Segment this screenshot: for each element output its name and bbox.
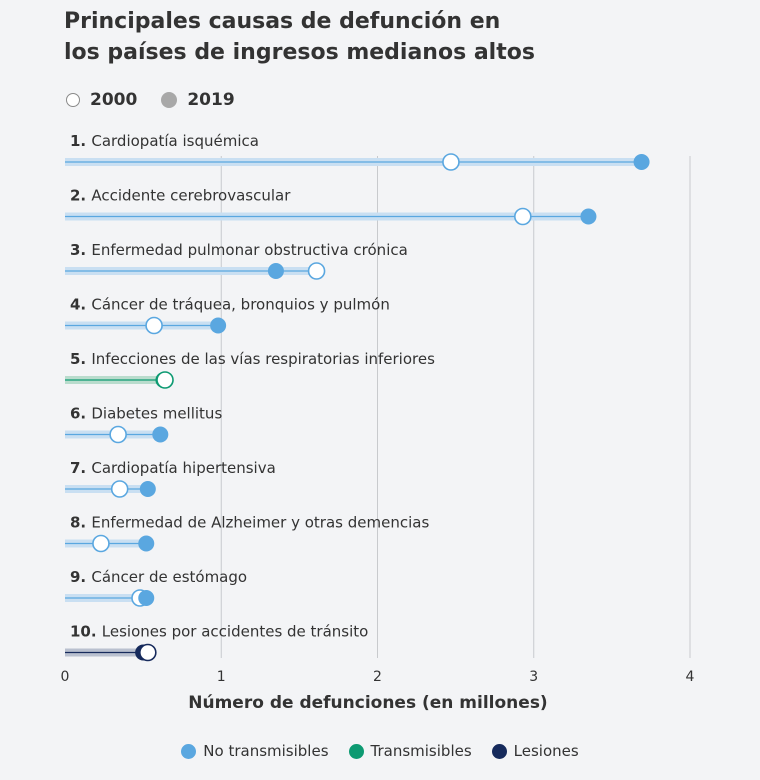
category-swatch-icon	[491, 743, 507, 759]
chart-title-line-2: los países de ingresos medianos altos	[64, 40, 535, 65]
point-2019	[267, 263, 284, 279]
legend-label-transmisibles: Transmisibles	[370, 742, 472, 760]
legend-item-transmisibles: Transmisibles	[348, 742, 472, 760]
x-tick-label: 2	[373, 669, 382, 685]
legend-item-2019: 2019	[161, 90, 235, 110]
row-label: 8. Enfermedad de Alzheimer y otras demen…	[70, 514, 429, 532]
legend-label-lesiones: Lesiones	[513, 742, 579, 760]
filled-circle-icon	[161, 92, 178, 108]
legend-item-lesiones: Lesiones	[491, 742, 579, 760]
point-2000	[156, 371, 174, 389]
legend-label-no-transmisibles: No transmisibles	[203, 742, 329, 760]
point-2000	[110, 480, 129, 498]
point-2019	[580, 208, 597, 225]
point-2019	[138, 590, 155, 606]
row-label: 9. Cáncer de estómago	[70, 568, 247, 586]
row-label: 4. Cáncer de tráquea, bronquios y pulmón	[70, 296, 390, 314]
chart-title-line-1: Principales causas de defunción en	[64, 9, 501, 34]
point-2000	[109, 425, 127, 444]
open-circle-icon	[66, 93, 80, 107]
point-2000	[139, 643, 157, 662]
point-2019	[139, 481, 156, 497]
point-2000	[92, 534, 110, 553]
point-2019	[210, 317, 227, 334]
point-2000	[442, 153, 460, 171]
x-tick-label: 1	[217, 669, 226, 685]
point-2019	[633, 154, 650, 170]
point-2000	[145, 316, 163, 335]
x-tick-label: 4	[686, 669, 695, 685]
chart-title: Principales causas de defunción en los p…	[64, 6, 584, 68]
row-label: 7. Cardiopatía hipertensiva	[70, 459, 276, 477]
row-label: 6. Diabetes mellitus	[70, 405, 222, 423]
x-axis-label: Número de defunciones (en millones)	[188, 693, 547, 713]
legend-item-2000: 2000	[66, 90, 137, 110]
point-2000	[514, 207, 532, 226]
row-label: 10. Lesiones por accidentes de tránsito	[70, 623, 368, 641]
point-2019	[138, 535, 155, 552]
point-2019	[152, 426, 169, 443]
row-label: 2. Accidente cerebrovascular	[70, 187, 291, 205]
x-tick-label: 3	[529, 669, 538, 685]
legend-label-2000: 2000	[90, 90, 138, 110]
category-swatch-icon	[348, 743, 364, 759]
point-2000	[307, 262, 326, 280]
row-label: 3. Enfermedad pulmonar obstructiva cróni…	[70, 241, 408, 259]
category-swatch-icon	[181, 743, 197, 759]
period-legend: 2000 2019	[66, 90, 259, 110]
legend-item-no-transmisibles: No transmisibles	[181, 742, 329, 760]
row-label: 5. Infecciones de las vías respiratorias…	[70, 350, 435, 368]
category-legend: No transmisibles Transmisibles Lesiones	[0, 742, 760, 760]
row-label: 1. Cardiopatía isquémica	[70, 132, 259, 150]
x-tick-label: 0	[61, 669, 70, 685]
legend-label-2019: 2019	[187, 90, 235, 110]
